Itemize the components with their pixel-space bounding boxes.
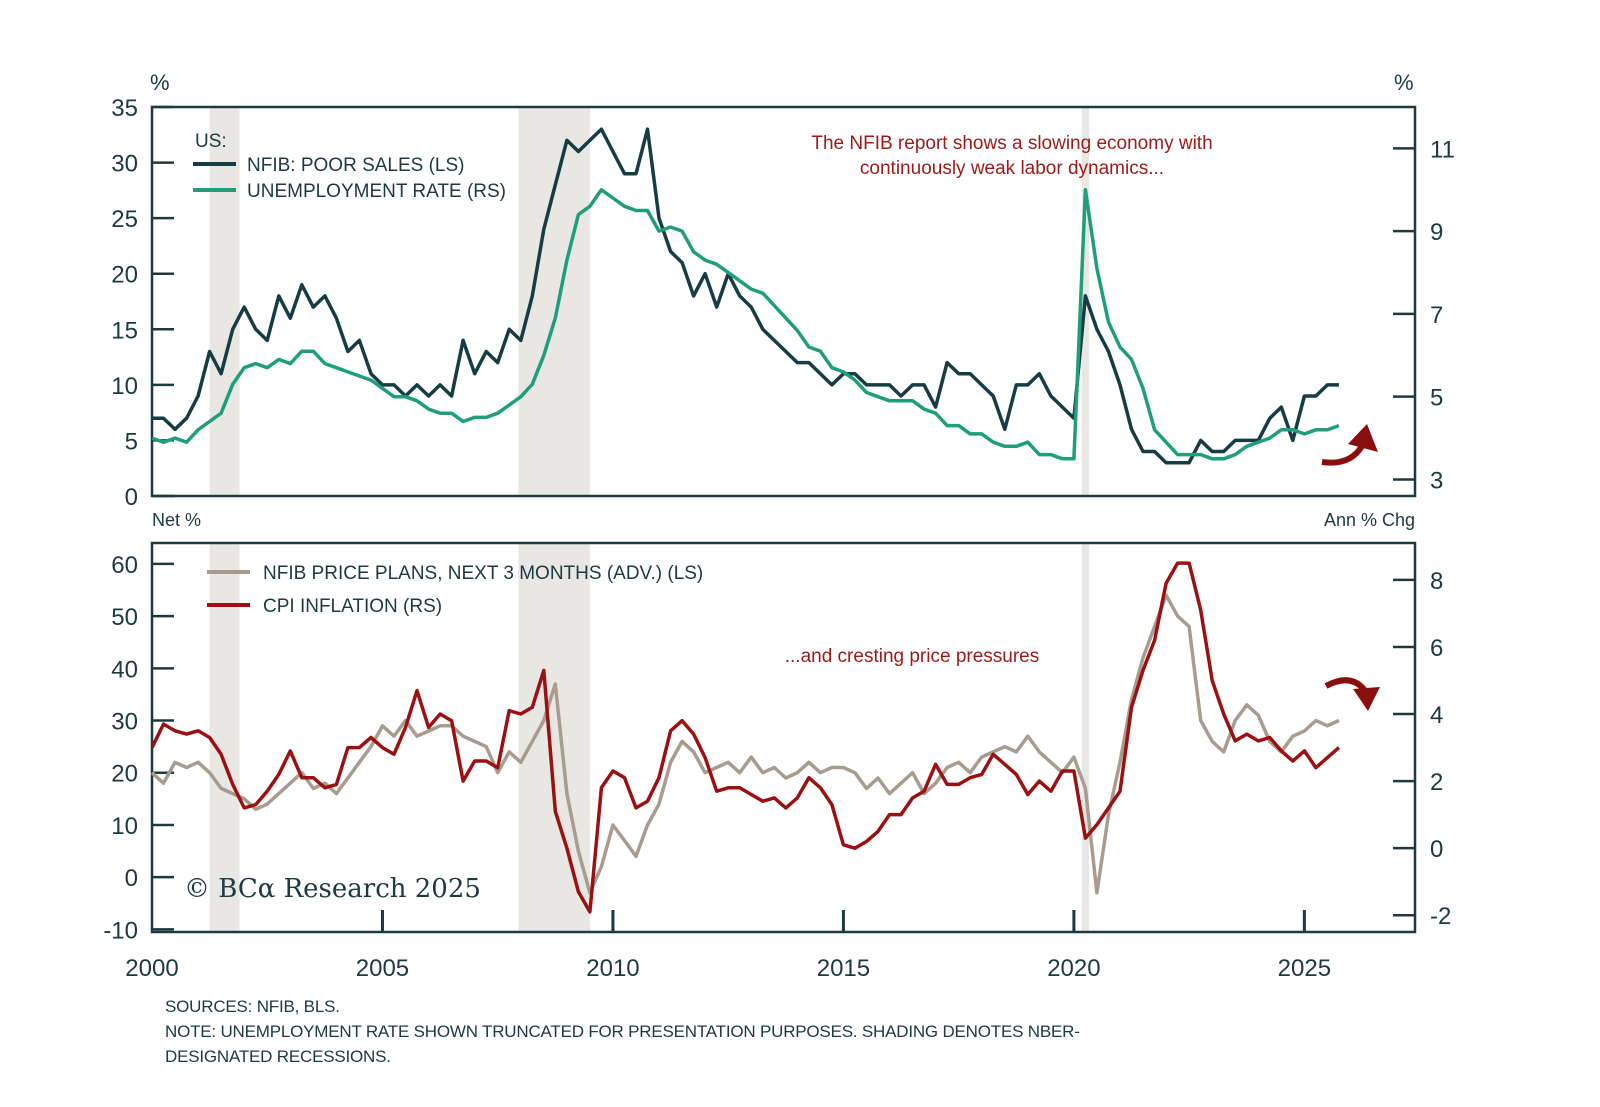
footer-sources: SOURCES: NFIB, BLS.	[165, 997, 340, 1016]
bottom-left-tick-label: 0	[125, 865, 138, 892]
top-left-axis: 0 5 10 15 20 25 30 35	[111, 95, 174, 511]
x-tick-label: 2015	[817, 955, 870, 982]
bottom-left-tick-label: 10	[111, 813, 138, 840]
bottom-left-tick-label: 60	[111, 552, 138, 579]
top-right-tick-label: 11	[1430, 136, 1455, 163]
top-left-axis-unit: %	[150, 70, 170, 95]
top-recession-band	[209, 107, 240, 496]
bottom-recession-band	[1081, 543, 1090, 932]
bottom-right-tick-label: -2	[1430, 903, 1451, 930]
copyright-watermark: © BCα Research 2025	[184, 874, 481, 904]
bottom-series-line-2	[150, 561, 1341, 914]
top-left-tick-label: 35	[111, 95, 138, 122]
legend-label-cpi: CPI INFLATION (RS)	[263, 596, 442, 617]
bottom-left-tick-label: 50	[111, 604, 138, 631]
top-right-axis-label: Ann % Chg	[1324, 510, 1415, 530]
top-right-tick-label: 7	[1430, 302, 1443, 329]
top-left-tick-label: 25	[111, 206, 138, 233]
bottom-panel: -10 0 10 20 30 40 50 60 -2 0 2 4 6 8 2000 2005 2010 201…	[103, 541, 1451, 982]
top-right-axis: 3 5 7 9 11	[1393, 136, 1455, 494]
bottom-left-tick-label: -10	[103, 917, 138, 944]
bottom-series-line-1	[150, 593, 1340, 895]
bottom-left-tick-label: 30	[111, 709, 138, 736]
top-annotation-line2: continuously weak labor dynamics...	[860, 158, 1164, 179]
bottom-right-tick-label: 0	[1430, 836, 1443, 863]
footer-note-line1: NOTE: UNEMPLOYMENT RATE SHOWN TRUNCATED …	[165, 1022, 1080, 1041]
top-right-tick-label: 5	[1430, 385, 1443, 412]
x-tick-label: 2025	[1278, 955, 1331, 982]
top-left-axis-label: Net %	[152, 510, 201, 530]
bottom-left-tick-label: 40	[111, 656, 138, 683]
bottom-right-tick-label: 6	[1430, 635, 1443, 662]
top-left-tick-label: 30	[111, 151, 138, 178]
top-plot-frame	[150, 105, 1417, 498]
top-series-line-2	[151, 188, 1340, 461]
x-tick-label: 2010	[586, 955, 639, 982]
bottom-series-group	[150, 561, 1341, 914]
bottom-recession-band	[209, 543, 240, 932]
bottom-right-tick-label: 8	[1430, 568, 1443, 595]
top-annotation-line1: The NFIB report shows a slowing economy …	[811, 133, 1212, 154]
down-arrow-icon	[1324, 677, 1380, 711]
top-left-tick-label: 10	[111, 373, 138, 400]
top-left-tick-label: 15	[111, 317, 138, 344]
top-right-axis-unit: %	[1394, 70, 1414, 95]
x-tick-label: 2020	[1047, 955, 1100, 982]
top-right-tick-label: 3	[1430, 467, 1443, 494]
top-left-tick-label: 5	[125, 428, 138, 455]
top-series-line-1	[152, 127, 1339, 465]
bottom-right-axis: -2 0 2 4 6 8	[1393, 568, 1451, 930]
x-tick-label: 2005	[356, 955, 409, 982]
top-left-tick-label: 0	[125, 484, 138, 511]
bottom-plot-frame	[150, 541, 1417, 934]
top-right-tick-label: 9	[1430, 219, 1443, 246]
top-series-group	[151, 127, 1340, 465]
legend-label-price-plans: NFIB PRICE PLANS, NEXT 3 MONTHS (ADV.) (…	[263, 563, 703, 584]
top-legend-title: US:	[195, 131, 227, 152]
legend-label-unemployment: UNEMPLOYMENT RATE (RS)	[247, 181, 506, 202]
legend-label-poor-sales: NFIB: POOR SALES (LS)	[247, 155, 465, 176]
up-arrow-icon	[1321, 424, 1378, 466]
bottom-left-tick-label: 20	[111, 761, 138, 788]
bottom-annotation: ...and cresting price pressures	[785, 646, 1040, 667]
x-axis: 2000 2005 2010 2015 2020 2025	[125, 910, 1331, 982]
x-tick-label: 2000	[125, 955, 178, 982]
top-left-tick-label: 20	[111, 262, 138, 289]
bottom-recession-shading	[209, 543, 1090, 932]
footer-note-line2: DESIGNATED RECESSIONS.	[165, 1047, 391, 1066]
bottom-left-axis: -10 0 10 20 30 40 50 60	[103, 552, 174, 944]
bottom-recession-band	[518, 543, 590, 932]
bottom-right-tick-label: 2	[1430, 769, 1443, 796]
bottom-right-tick-label: 4	[1430, 702, 1443, 729]
